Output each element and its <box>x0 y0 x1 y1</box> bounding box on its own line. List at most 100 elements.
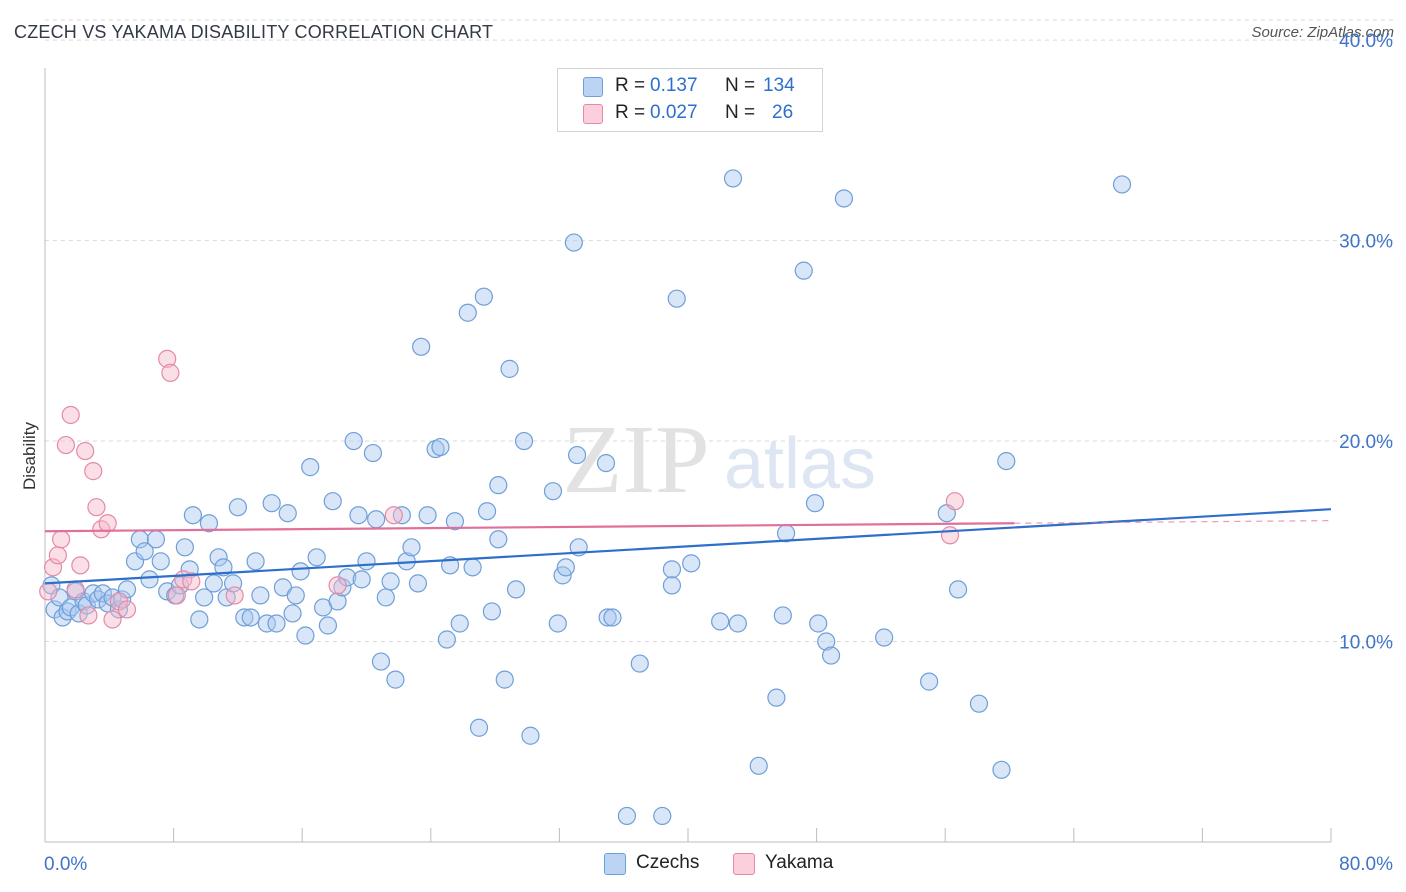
yakama-point <box>945 492 964 511</box>
yakama-trend-extension <box>1014 520 1332 524</box>
yakama-point <box>76 441 95 461</box>
yakama-point <box>43 558 63 577</box>
x-tick-label: 0.0% <box>44 854 87 875</box>
yakama-point <box>51 530 71 549</box>
czech-point <box>495 670 514 689</box>
czech-point <box>767 688 786 707</box>
czech-trend-line <box>44 508 1332 585</box>
czech-point <box>349 506 368 525</box>
czech-point <box>489 530 508 549</box>
watermark-zip: ZIP <box>563 406 710 514</box>
czech-point <box>469 718 489 737</box>
legend-n-value: 26 <box>772 102 794 123</box>
czech-point <box>749 756 768 775</box>
czech-point <box>146 530 166 549</box>
czech-point <box>969 694 989 713</box>
czech-point <box>199 514 219 533</box>
czech-point <box>920 672 939 691</box>
yakama-point <box>158 349 177 368</box>
czech-point <box>209 548 228 567</box>
yakama-point <box>71 556 90 575</box>
czech-point <box>564 233 583 252</box>
czech-point <box>556 558 575 577</box>
stats-legend: R = 0.137 N = 134 R = 0.027 N = 26 <box>557 68 823 132</box>
legend-n-value: 134 <box>763 75 795 96</box>
czech-point <box>506 580 526 599</box>
czech-point <box>662 560 682 579</box>
czech-point <box>794 261 813 280</box>
czech-point <box>521 726 540 745</box>
czech-point <box>235 608 254 627</box>
czech-point <box>948 580 968 599</box>
yakama-point <box>87 498 106 517</box>
czech-point <box>1112 175 1132 194</box>
yakama-point <box>48 546 67 565</box>
czech-point <box>190 610 209 629</box>
yakama-point <box>79 606 98 625</box>
watermark: ZIP atlas <box>563 406 877 514</box>
legend-swatch-yakama <box>583 104 603 124</box>
y-tick-label: 10.0% <box>1339 633 1393 654</box>
czech-point <box>267 614 286 633</box>
czech-point <box>371 652 391 671</box>
czech-point <box>278 504 297 523</box>
yakama-point <box>167 586 186 605</box>
yakama-point <box>98 514 117 533</box>
czech-point <box>296 626 315 645</box>
czech-point <box>773 606 792 625</box>
legend-swatch-czechs <box>583 77 603 97</box>
czech-point <box>596 454 616 473</box>
page-title: CZECH VS YAKAMA DISABILITY CORRELATION C… <box>14 22 494 42</box>
czech-point <box>151 552 170 571</box>
czech-point <box>463 558 482 577</box>
czech-point <box>135 542 154 561</box>
yakama-point <box>103 610 122 629</box>
yakama-point <box>61 405 80 425</box>
yakama-point <box>940 526 960 545</box>
watermark-atlas: atlas <box>724 424 876 504</box>
czech-point <box>204 574 223 593</box>
czech-point <box>88 590 108 609</box>
czech-point <box>93 584 112 603</box>
czech-point <box>450 614 469 633</box>
czech-point <box>548 614 567 633</box>
czech-point <box>84 584 103 603</box>
yakama-point <box>161 363 180 382</box>
czech-point <box>630 654 649 673</box>
yakama-point <box>39 582 58 601</box>
yakama-point <box>384 506 403 525</box>
czech-point <box>418 506 437 525</box>
series-czechs <box>42 169 1132 826</box>
czech-point <box>667 289 686 308</box>
czech-point <box>821 646 841 665</box>
czech-point <box>328 592 347 611</box>
czech-point <box>175 538 194 557</box>
grid-lines <box>45 19 1393 643</box>
legend-r-label: R = <box>615 75 646 96</box>
czech-point <box>257 614 276 633</box>
bottom-legend-label: Czechs <box>636 852 700 873</box>
czech-point <box>992 760 1011 779</box>
czech-point <box>113 590 132 609</box>
czech-point <box>598 608 617 627</box>
y-tick-labels: 10.0% 20.0% 30.0% 40.0% <box>1339 31 1393 653</box>
czech-point <box>875 628 894 647</box>
y-tick-label: 40.0% <box>1339 31 1393 52</box>
czech-point <box>318 616 338 635</box>
czech-point <box>805 494 825 513</box>
axes <box>44 68 1332 843</box>
czech-point <box>817 632 836 651</box>
czech-point <box>140 570 159 589</box>
bottom-legend-label: Yakama <box>765 852 834 873</box>
legend-n-label: N = <box>725 75 756 96</box>
bottom-legend-swatch-yakama <box>733 853 755 875</box>
czech-point <box>301 458 320 477</box>
bottom-legend-swatch-czechs <box>604 853 626 875</box>
czech-point <box>445 512 465 531</box>
yakama-point <box>182 572 201 591</box>
czech-point <box>653 806 672 826</box>
czech-point <box>711 612 730 631</box>
czech-point <box>723 169 743 188</box>
trend-lines <box>44 508 1332 585</box>
